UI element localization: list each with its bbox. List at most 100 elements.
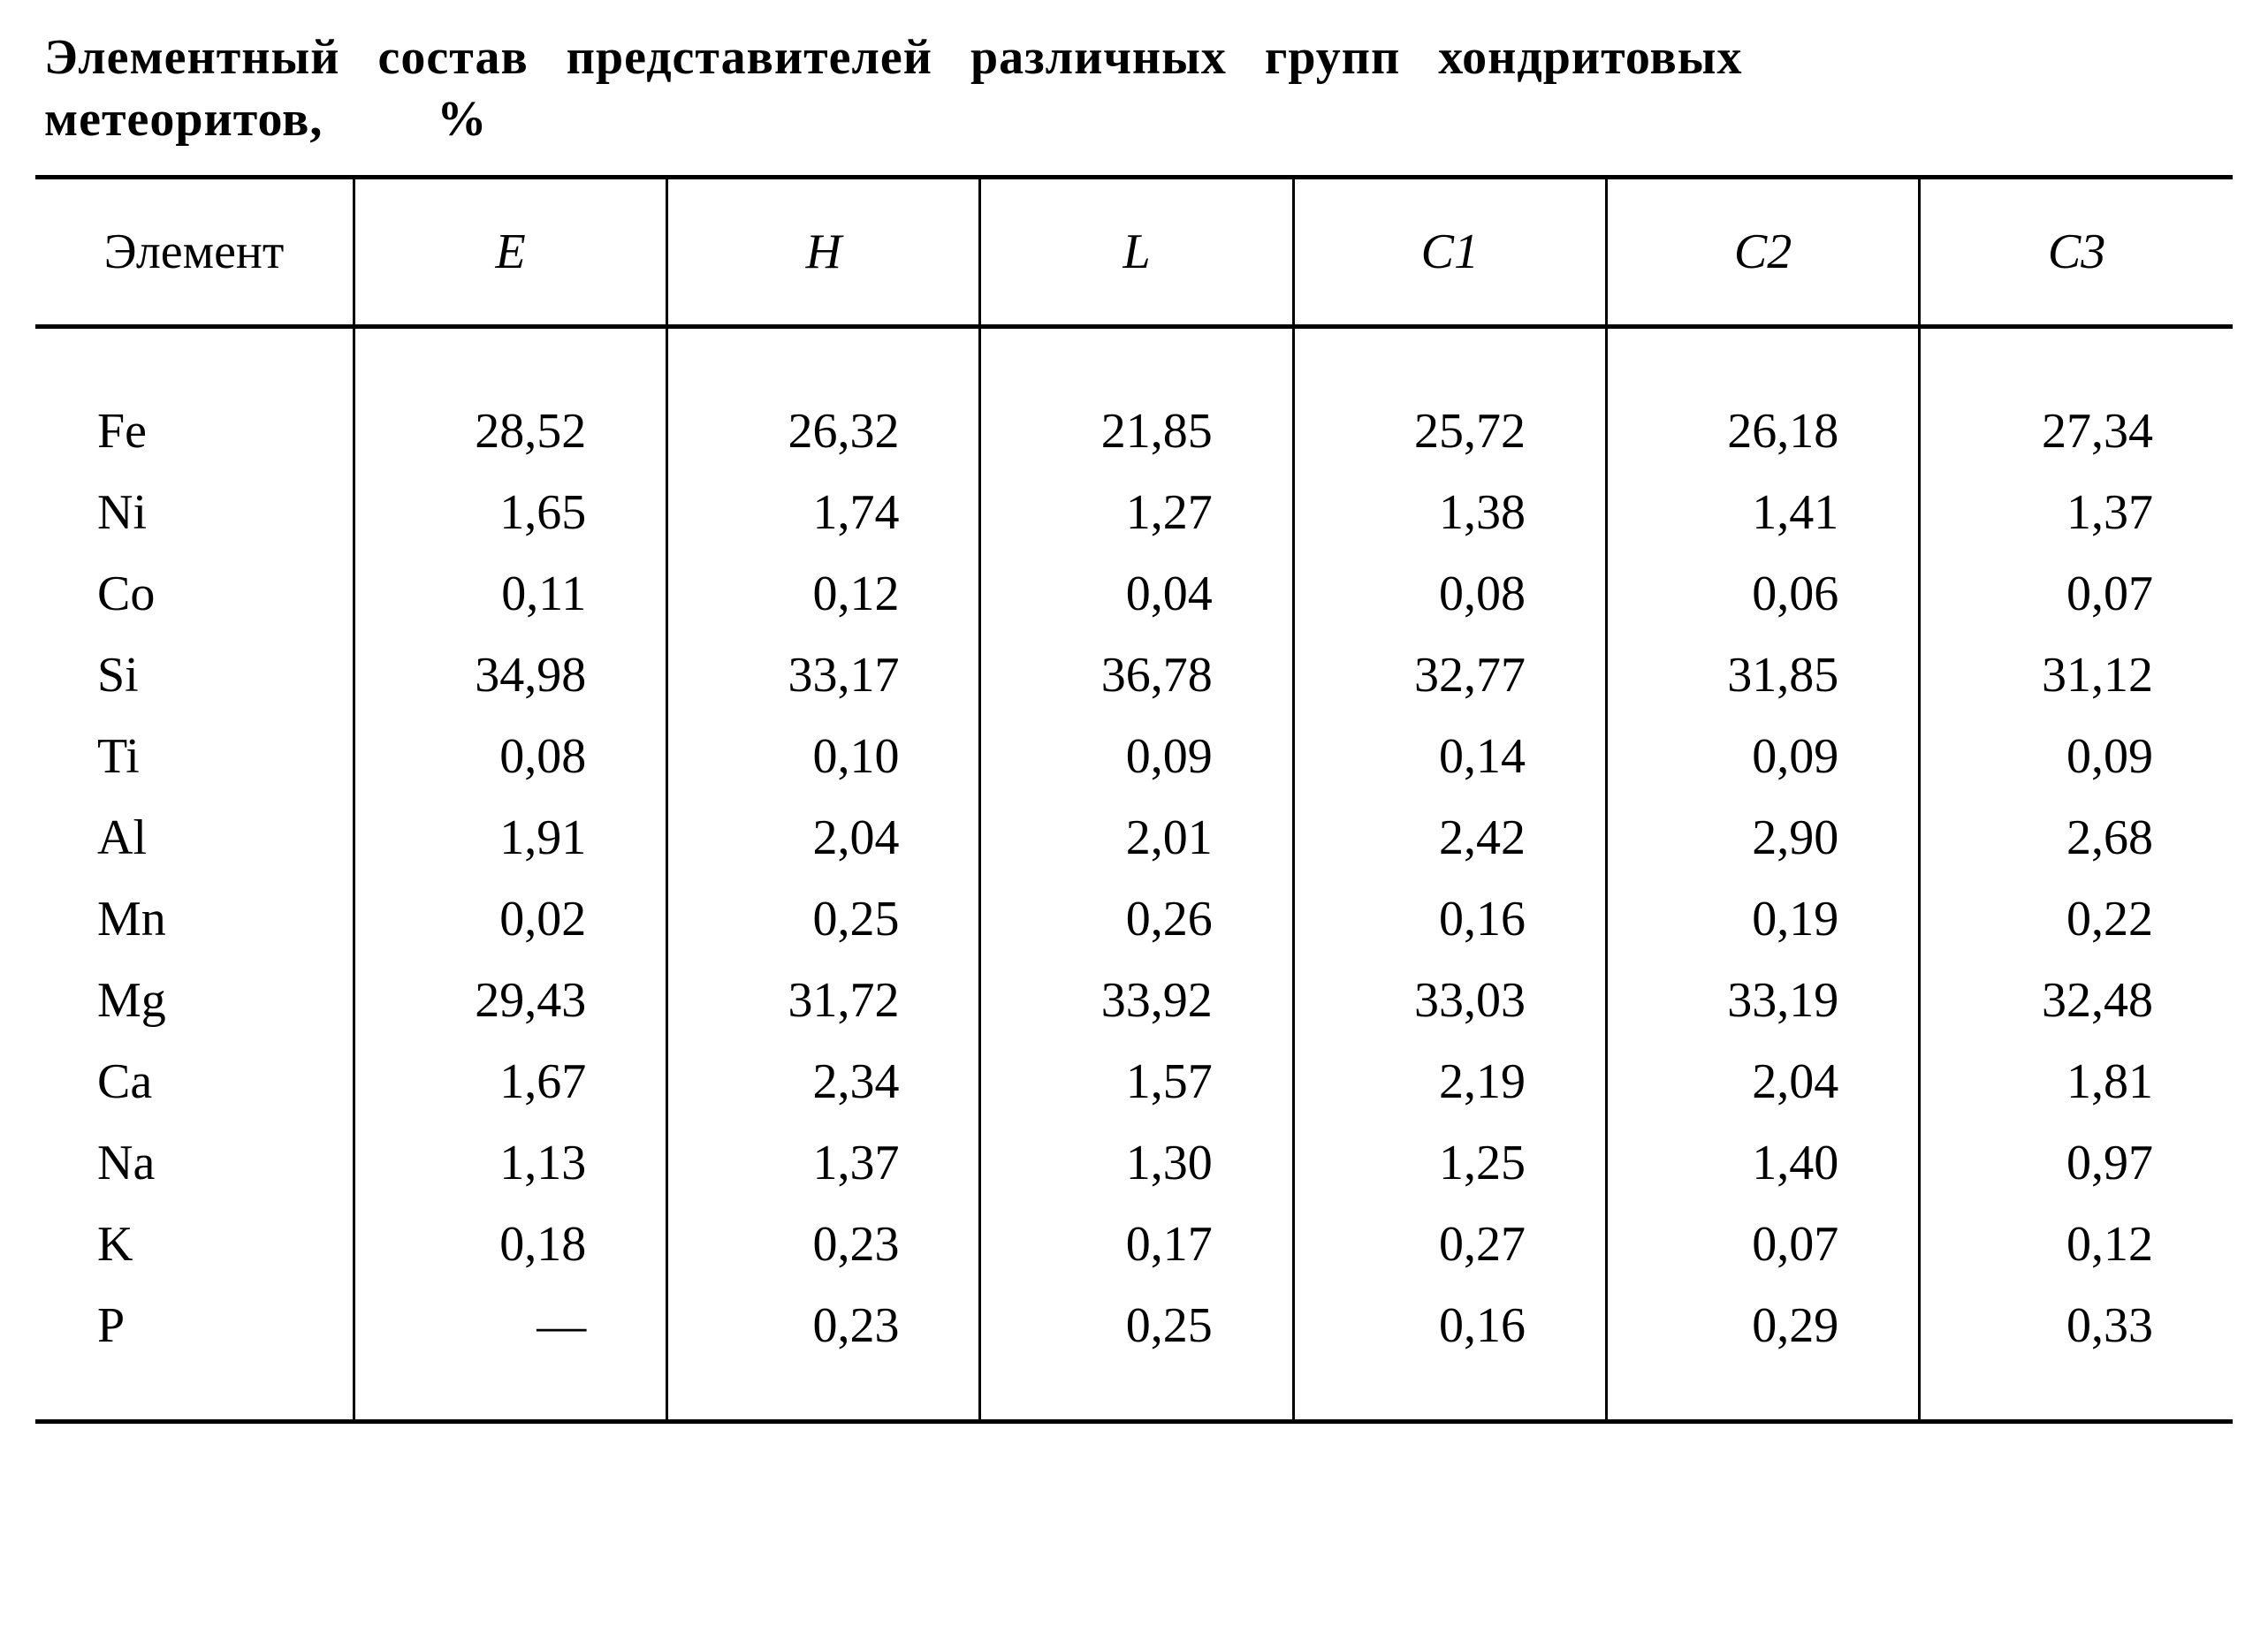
cell-C1: 0,14	[1293, 716, 1606, 797]
th-E: E	[354, 178, 666, 327]
table-body: Fe 28,52 26,32 21,85 25,72 26,18 27,34 N…	[35, 327, 2233, 1422]
cell-E: 34,98	[354, 635, 666, 716]
cell-E: 0,11	[354, 553, 666, 635]
title-line2b: %	[437, 92, 487, 147]
th-C1-label: C1	[1421, 224, 1479, 279]
cell-C3: 0,07	[1920, 553, 2233, 635]
cell-C1: 33,03	[1293, 960, 1606, 1041]
cell-C1: 0,08	[1293, 553, 1606, 635]
cell-H: 2,04	[667, 797, 980, 878]
th-C3-label: C3	[2048, 224, 2105, 279]
cell-element: Co	[35, 553, 354, 635]
cell-L: 1,30	[980, 1122, 1293, 1204]
table-row: Ca 1,67 2,34 1,57 2,19 2,04 1,81	[35, 1041, 2233, 1122]
table-title: Элементный состав представителей различн…	[44, 27, 2224, 150]
cell-E: 1,65	[354, 472, 666, 553]
table-row: Fe 28,52 26,32 21,85 25,72 26,18 27,34	[35, 391, 2233, 472]
cell-E: 1,67	[354, 1041, 666, 1122]
cell-C3: 0,97	[1920, 1122, 2233, 1204]
cell-H: 0,25	[667, 878, 980, 960]
cell-C2: 2,04	[1606, 1041, 1919, 1122]
cell-H: 33,17	[667, 635, 980, 716]
cell-C2: 2,90	[1606, 797, 1919, 878]
cell-C1: 32,77	[1293, 635, 1606, 716]
table-row: Si 34,98 33,17 36,78 32,77 31,85 31,12	[35, 635, 2233, 716]
cell-H: 0,12	[667, 553, 980, 635]
table-row: K 0,18 0,23 0,17 0,27 0,07 0,12	[35, 1204, 2233, 1285]
table-row: Ni 1,65 1,74 1,27 1,38 1,41 1,37	[35, 472, 2233, 553]
cell-element: Mg	[35, 960, 354, 1041]
cell-C1: 2,42	[1293, 797, 1606, 878]
cell-C3: 0,12	[1920, 1204, 2233, 1285]
cell-H: 26,32	[667, 391, 980, 472]
cell-C2: 0,29	[1606, 1285, 1919, 1366]
cell-H: 31,72	[667, 960, 980, 1041]
cell-element: K	[35, 1204, 354, 1285]
cell-L: 0,25	[980, 1285, 1293, 1366]
th-C2-label: C2	[1734, 224, 1792, 279]
cell-C3: 0,33	[1920, 1285, 2233, 1366]
cell-element: Fe	[35, 391, 354, 472]
th-C2: C2	[1606, 178, 1919, 327]
cell-L: 0,26	[980, 878, 1293, 960]
cell-C1: 2,19	[1293, 1041, 1606, 1122]
cell-C1: 25,72	[1293, 391, 1606, 472]
cell-C3: 2,68	[1920, 797, 2233, 878]
th-L-label: L	[1123, 224, 1151, 279]
cell-H: 2,34	[667, 1041, 980, 1122]
th-C3: C3	[1920, 178, 2233, 327]
cell-C2: 1,40	[1606, 1122, 1919, 1204]
cell-C3: 31,12	[1920, 635, 2233, 716]
cell-element: P	[35, 1285, 354, 1366]
cell-element: Na	[35, 1122, 354, 1204]
cell-E: 1,91	[354, 797, 666, 878]
cell-H: 0,10	[667, 716, 980, 797]
cell-C3: 0,22	[1920, 878, 2233, 960]
cell-E: 0,02	[354, 878, 666, 960]
cell-C1: 0,16	[1293, 878, 1606, 960]
footer-spacer-row	[35, 1366, 2233, 1422]
cell-E: 29,43	[354, 960, 666, 1041]
cell-C1: 1,38	[1293, 472, 1606, 553]
table-row: Ti 0,08 0,10 0,09 0,14 0,09 0,09	[35, 716, 2233, 797]
cell-L: 33,92	[980, 960, 1293, 1041]
cell-C1: 0,27	[1293, 1204, 1606, 1285]
cell-E: 0,08	[354, 716, 666, 797]
cell-L: 0,09	[980, 716, 1293, 797]
composition-table: Элемент E H L C1 C2 C3 Fe 28,52 26,32 21…	[35, 175, 2233, 1424]
th-H-label: H	[806, 224, 841, 279]
cell-element: Mn	[35, 878, 354, 960]
th-element: Элемент	[35, 178, 354, 327]
cell-H: 1,74	[667, 472, 980, 553]
cell-C3: 32,48	[1920, 960, 2233, 1041]
table-row: Na 1,13 1,37 1,30 1,25 1,40 0,97	[35, 1122, 2233, 1204]
th-C1: C1	[1293, 178, 1606, 327]
cell-element: Al	[35, 797, 354, 878]
th-L: L	[980, 178, 1293, 327]
cell-element: Si	[35, 635, 354, 716]
cell-C2: 0,19	[1606, 878, 1919, 960]
cell-L: 2,01	[980, 797, 1293, 878]
cell-C1: 1,25	[1293, 1122, 1606, 1204]
cell-C2: 0,06	[1606, 553, 1919, 635]
table-row: Mg 29,43 31,72 33,92 33,03 33,19 32,48	[35, 960, 2233, 1041]
cell-element: Ti	[35, 716, 354, 797]
th-E-label: E	[495, 224, 525, 279]
table-row: Co 0,11 0,12 0,04 0,08 0,06 0,07	[35, 553, 2233, 635]
cell-L: 0,04	[980, 553, 1293, 635]
cell-C1: 0,16	[1293, 1285, 1606, 1366]
table-row: Mn 0,02 0,25 0,26 0,16 0,19 0,22	[35, 878, 2233, 960]
cell-L: 21,85	[980, 391, 1293, 472]
cell-element: Ca	[35, 1041, 354, 1122]
cell-L: 1,27	[980, 472, 1293, 553]
cell-element: Ni	[35, 472, 354, 553]
cell-C3: 1,81	[1920, 1041, 2233, 1122]
cell-C3: 0,09	[1920, 716, 2233, 797]
cell-C2: 33,19	[1606, 960, 1919, 1041]
th-element-label: Элемент	[104, 224, 285, 279]
table-row: Al 1,91 2,04 2,01 2,42 2,90 2,68	[35, 797, 2233, 878]
cell-E: 28,52	[354, 391, 666, 472]
cell-C2: 0,07	[1606, 1204, 1919, 1285]
cell-L: 0,17	[980, 1204, 1293, 1285]
cell-E: 1,13	[354, 1122, 666, 1204]
